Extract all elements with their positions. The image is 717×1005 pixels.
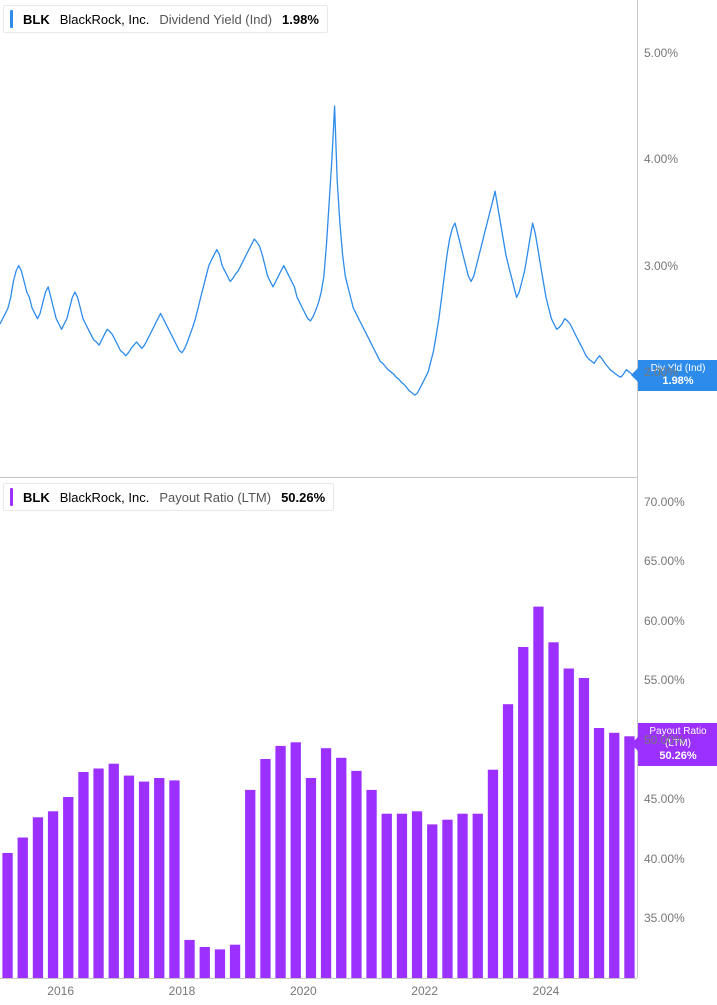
bottom-legend-marker: [10, 488, 13, 506]
bottom-legend: BLK BlackRock, Inc. Payout Ratio (LTM) 5…: [3, 483, 334, 511]
flag-bot-value: 50.26%: [642, 750, 714, 763]
top-ticker: BLK: [23, 12, 50, 27]
top-legend: BLK BlackRock, Inc. Dividend Yield (Ind)…: [3, 5, 328, 33]
bar-chart-svg: [0, 478, 637, 978]
bottom-ytick-label: 50.00%: [644, 733, 685, 747]
top-ytick-label: 3.00%: [644, 259, 678, 273]
bottom-value: 50.26%: [281, 490, 325, 505]
bottom-ytick-label: 40.00%: [644, 852, 685, 866]
bottom-ytick-label: 70.00%: [644, 495, 685, 509]
xtick-label: 2024: [533, 984, 560, 998]
top-y-axis: Div Yld (Ind) 1.98% 2.00%3.00%4.00%5.00%: [637, 0, 717, 478]
bottom-ytick-label: 35.00%: [644, 911, 685, 925]
bottom-ticker: BLK: [23, 490, 50, 505]
xtick-label: 2022: [411, 984, 438, 998]
bottom-ytick-label: 55.00%: [644, 673, 685, 687]
dividend-yield-chart[interactable]: BLK BlackRock, Inc. Dividend Yield (Ind)…: [0, 0, 637, 478]
top-legend-marker: [10, 10, 13, 28]
top-company: BlackRock, Inc.: [60, 12, 150, 27]
xtick-label: 2018: [169, 984, 196, 998]
bottom-ytick-label: 60.00%: [644, 614, 685, 628]
xtick-label: 2020: [290, 984, 317, 998]
bottom-metric: Payout Ratio (LTM): [159, 490, 271, 505]
bottom-ytick-label: 45.00%: [644, 792, 685, 806]
xtick-label: 2016: [47, 984, 74, 998]
top-metric: Dividend Yield (Ind): [159, 12, 272, 27]
line-chart-svg: [0, 0, 637, 478]
top-ytick-label: 5.00%: [644, 46, 678, 60]
payout-ratio-chart[interactable]: BLK BlackRock, Inc. Payout Ratio (LTM) 5…: [0, 478, 637, 978]
bottom-company: BlackRock, Inc.: [60, 490, 150, 505]
top-ytick-label: 2.00%: [644, 365, 678, 379]
bottom-ytick-label: 65.00%: [644, 554, 685, 568]
top-ytick-label: 4.00%: [644, 152, 678, 166]
x-axis: 2016 2018 2020 2022 2024: [0, 978, 637, 1005]
bottom-y-axis: Payout Ratio (LTM) 50.26% 35.00%40.00%45…: [637, 478, 717, 978]
top-value: 1.98%: [282, 12, 319, 27]
